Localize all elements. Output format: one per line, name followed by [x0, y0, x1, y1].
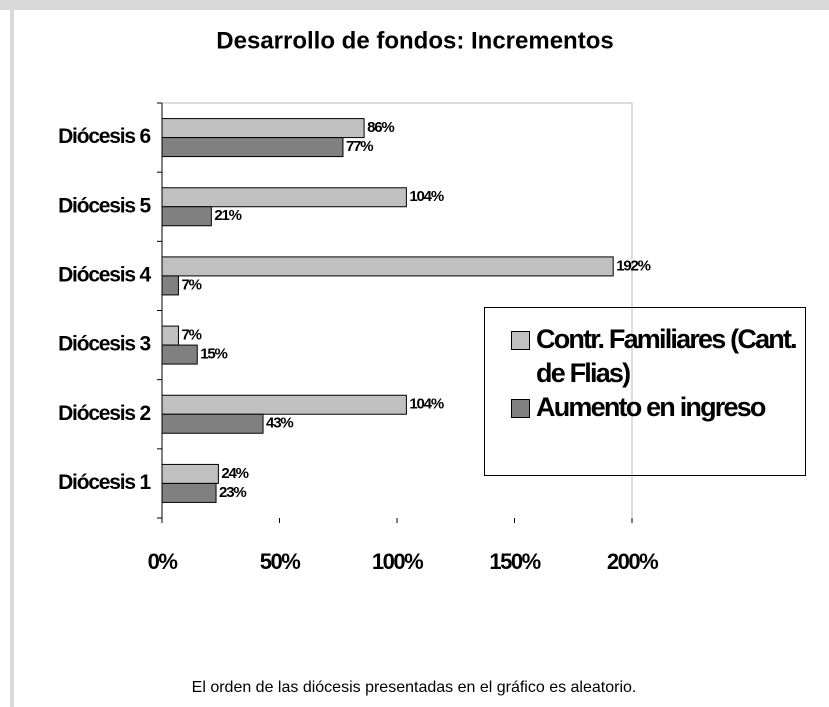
bar — [161, 137, 344, 158]
bar — [161, 187, 407, 208]
value-label: 104% — [409, 396, 443, 413]
y-tick-label: Diócesis 3 — [58, 333, 150, 356]
bar — [161, 118, 365, 139]
x-tick-label: 150% — [489, 549, 540, 574]
y-tick-label: Diócesis 6 — [58, 125, 150, 148]
legend-entry: Aumento en ingreso — [511, 390, 805, 424]
y-tick-label: Diócesis 4 — [58, 263, 151, 286]
value-label: 15% — [200, 346, 227, 363]
bar — [161, 413, 264, 434]
bar — [161, 275, 179, 296]
bar — [161, 344, 198, 365]
legend-swatch — [511, 331, 530, 350]
y-tick-label: Diócesis 1 — [58, 471, 151, 494]
plot-border — [162, 102, 633, 518]
value-label: 24% — [221, 465, 248, 482]
bar — [161, 394, 407, 415]
bar — [161, 206, 212, 227]
x-tick-label: 0% — [148, 549, 178, 574]
value-label: 23% — [219, 484, 246, 501]
legend: Contr. Familiares (Cant. de Flias) Aument… — [484, 307, 806, 476]
legend-entry: Contr. Familiares (Cant. de Flias) — [511, 322, 805, 390]
value-label: 77% — [346, 138, 373, 155]
value-label: 21% — [214, 207, 241, 224]
value-label: 7% — [181, 327, 201, 344]
bar — [161, 482, 217, 503]
legend-swatch — [511, 399, 530, 418]
frame-top — [0, 0, 829, 10]
y-tick-label: Diócesis 5 — [58, 194, 151, 217]
y-tick-label: Diócesis 2 — [58, 402, 150, 425]
value-label: 86% — [367, 119, 394, 136]
legend-label: Aumento en ingreso — [536, 392, 766, 422]
bar — [161, 463, 219, 484]
chart-title: Desarrollo de fondos: Incrementos — [216, 27, 613, 54]
value-label: 104% — [409, 188, 443, 205]
x-tick-label: 50% — [260, 549, 300, 574]
bar — [161, 325, 179, 346]
value-label: 7% — [181, 276, 201, 293]
value-label: 192% — [616, 257, 650, 274]
x-tick-label: 100% — [372, 549, 423, 574]
legend-label: Contr. Familiares (Cant. de Flias) — [536, 324, 798, 388]
bar — [161, 256, 614, 277]
value-label: 43% — [266, 415, 293, 432]
note: El orden de las diócesis presentadas en … — [192, 679, 637, 696]
frame-left — [10, 10, 14, 707]
x-tick-label: 200% — [607, 549, 658, 574]
